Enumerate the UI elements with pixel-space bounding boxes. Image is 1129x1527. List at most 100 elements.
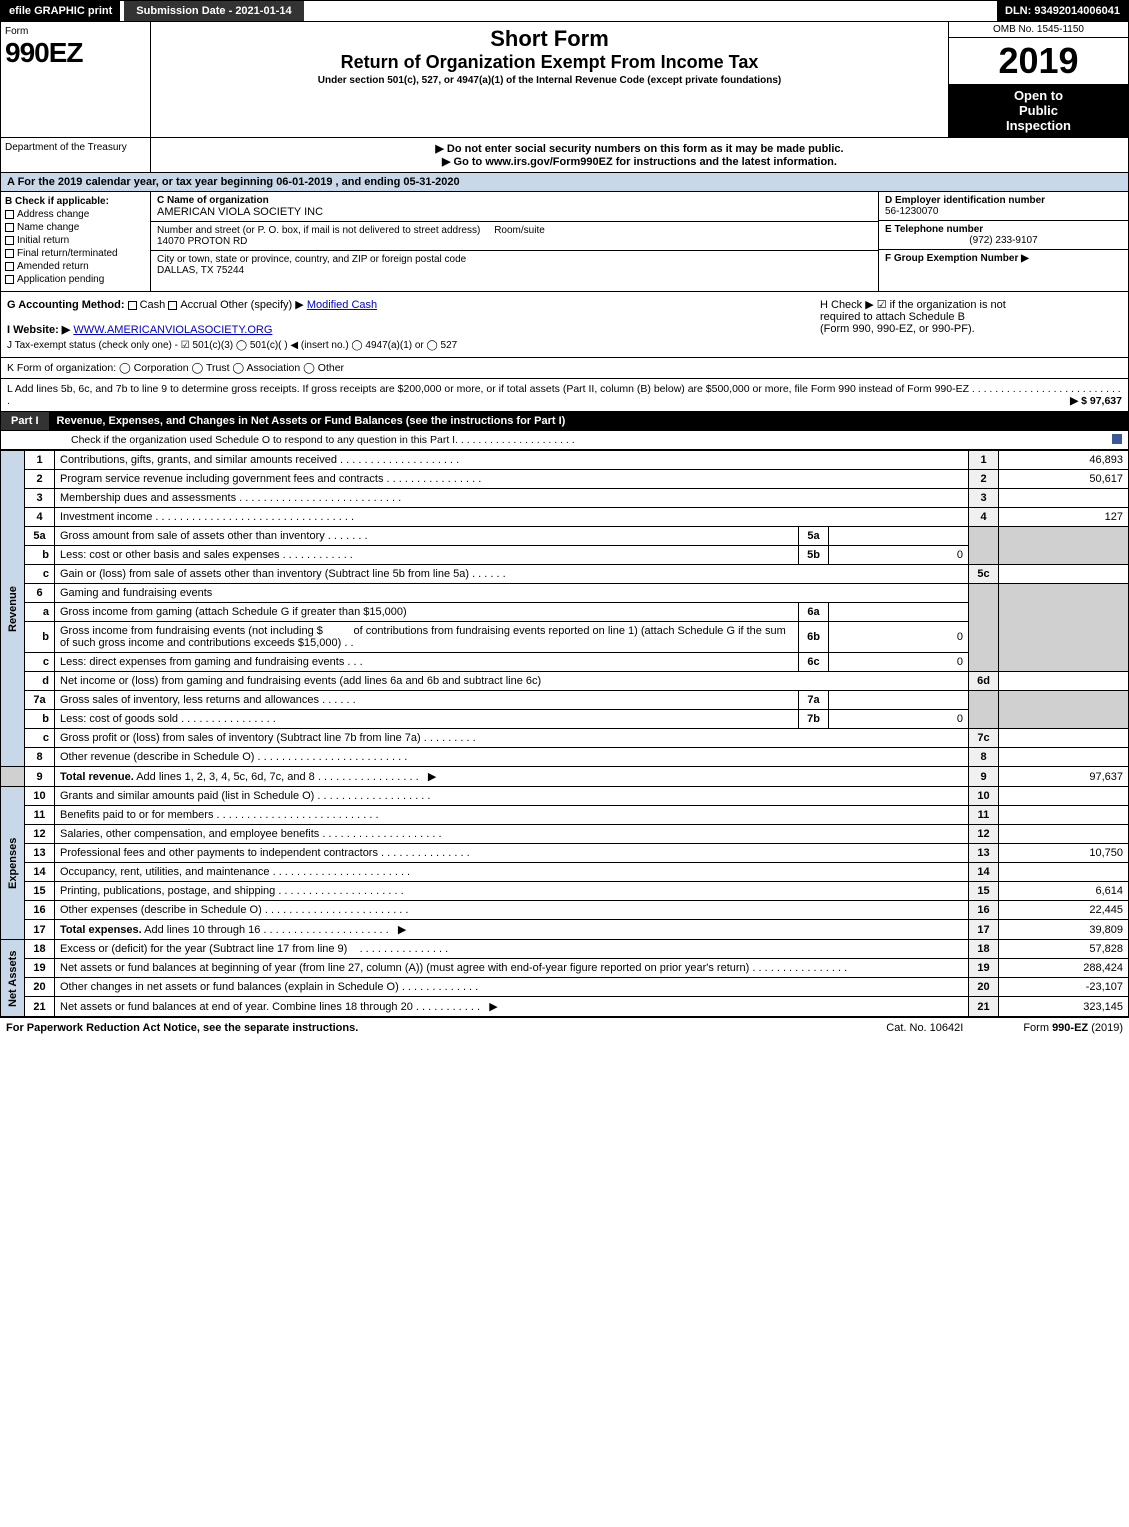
check-accrual[interactable] <box>168 301 177 310</box>
line-7b-sval: 0 <box>829 710 969 729</box>
phone-label: E Telephone number <box>885 224 1122 235</box>
accounting-other-value[interactable]: Modified Cash <box>307 299 377 311</box>
section-h-line1: H Check ▶ ☑ if the organization is not <box>820 298 1122 311</box>
line-5ab-rgrey <box>969 527 999 565</box>
line-20-rnum: 20 <box>969 978 999 997</box>
efile-graphic-print[interactable]: efile GRAPHIC print <box>1 1 120 21</box>
check-amended-return[interactable]: Amended return <box>5 261 146 272</box>
line-7c-desc: Gross profit or (loss) from sales of inv… <box>55 729 969 748</box>
line-17-rnum: 17 <box>969 920 999 940</box>
revenue-sidebar: Revenue <box>1 451 25 767</box>
line-13-num: 13 <box>25 844 55 863</box>
section-f: F Group Exemption Number ▶ <box>879 250 1128 267</box>
ein-value: 56-1230070 <box>885 206 1122 217</box>
line-9-desc: Total revenue. Add lines 1, 2, 3, 4, 5c,… <box>55 767 969 787</box>
section-h-line3: (Form 990, 990-EZ, or 990-PF). <box>820 323 1122 335</box>
expenses-sidebar: Expenses <box>1 787 25 940</box>
part-1-table: Revenue 1 Contributions, gifts, grants, … <box>0 450 1129 1017</box>
line-6b-sval: 0 <box>829 622 969 653</box>
line-6a-num: a <box>25 603 55 622</box>
form-header: Form 990EZ Short Form Return of Organiza… <box>0 22 1129 138</box>
line-6a-snum: 6a <box>799 603 829 622</box>
line-20-num: 20 <box>25 978 55 997</box>
check-application-pending[interactable]: Application pending <box>5 274 146 285</box>
header-left: Form 990EZ <box>1 22 151 137</box>
line-6a-sval <box>829 603 969 622</box>
org-name-label: C Name of organization <box>157 195 872 206</box>
open-to-public-3: Inspection <box>953 118 1124 133</box>
street-label: Number and street (or P. O. box, if mail… <box>157 225 872 236</box>
line-1-num: 1 <box>25 451 55 470</box>
line-15-num: 15 <box>25 882 55 901</box>
form-number: 990EZ <box>5 37 146 69</box>
line-10-num: 10 <box>25 787 55 806</box>
line-6c-snum: 6c <box>799 653 829 672</box>
line-10-rnum: 10 <box>969 787 999 806</box>
line-8-num: 8 <box>25 748 55 767</box>
line-2-rnum: 2 <box>969 470 999 489</box>
page-footer: For Paperwork Reduction Act Notice, see … <box>0 1017 1129 1038</box>
entity-info-block: B Check if applicable: Address change Na… <box>0 192 1129 292</box>
line-18-val: 57,828 <box>999 940 1129 959</box>
section-l: L Add lines 5b, 6c, and 7b to line 9 to … <box>0 379 1129 412</box>
line-17-val: 39,809 <box>999 920 1129 940</box>
part-1-subtitle-row: Check if the organization used Schedule … <box>0 431 1129 450</box>
check-cash[interactable] <box>128 301 137 310</box>
line-6a-desc: Gross income from gaming (attach Schedul… <box>55 603 799 622</box>
line-12-num: 12 <box>25 825 55 844</box>
line-20-desc: Other changes in net assets or fund bala… <box>55 978 969 997</box>
revenue-sidebar-end <box>1 767 25 787</box>
line-2-num: 2 <box>25 470 55 489</box>
line-7a-snum: 7a <box>799 691 829 710</box>
website-link[interactable]: WWW.AMERICANVIOLASOCIETY.ORG <box>73 324 272 336</box>
line-21-desc: Net assets or fund balances at end of ye… <box>55 997 969 1017</box>
line-10-desc: Grants and similar amounts paid (list in… <box>55 787 969 806</box>
section-h-line2: required to attach Schedule B <box>820 311 1122 323</box>
section-i: I Website: ▶ WWW.AMERICANVIOLASOCIETY.OR… <box>7 323 812 336</box>
line-3-desc: Membership dues and assessments . . . . … <box>55 489 969 508</box>
check-final-return[interactable]: Final return/terminated <box>5 248 146 259</box>
no-ssn-notice: ▶ Do not enter social security numbers o… <box>155 142 1124 155</box>
line-12-desc: Salaries, other compensation, and employ… <box>55 825 969 844</box>
line-9-rnum: 9 <box>969 767 999 787</box>
check-address-change[interactable]: Address change <box>5 209 146 220</box>
line-14-desc: Occupancy, rent, utilities, and maintena… <box>55 863 969 882</box>
street-value: 14070 PROTON RD <box>157 236 872 247</box>
line-3-rnum: 3 <box>969 489 999 508</box>
line-11-rnum: 11 <box>969 806 999 825</box>
line-6b-desc: Gross income from fundraising events (no… <box>55 622 799 653</box>
line-6c-desc: Less: direct expenses from gaming and fu… <box>55 653 799 672</box>
part-1-label: Part I <box>1 412 49 430</box>
line-7b-desc: Less: cost of goods sold . . . . . . . .… <box>55 710 799 729</box>
line-9-num: 9 <box>25 767 55 787</box>
check-name-change[interactable]: Name change <box>5 222 146 233</box>
org-name-row: C Name of organization AMERICAN VIOLA SO… <box>151 192 878 222</box>
line-17-desc: Total expenses. Add lines 10 through 16 … <box>55 920 969 940</box>
department: Department of the Treasury <box>1 138 151 172</box>
line-8-desc: Other revenue (describe in Schedule O) .… <box>55 748 969 767</box>
line-6b-snum: 6b <box>799 622 829 653</box>
line-15-desc: Printing, publications, postage, and shi… <box>55 882 969 901</box>
phone-value: (972) 233-9107 <box>885 235 1122 246</box>
header-right: OMB No. 1545-1150 2019 Open to Public In… <box>948 22 1128 137</box>
city-row: City or town, state or province, country… <box>151 251 878 279</box>
line-2-desc: Program service revenue including govern… <box>55 470 969 489</box>
header-mid: Short Form Return of Organization Exempt… <box>151 22 948 137</box>
schedule-o-checkbox[interactable] <box>1112 434 1122 444</box>
line-1-rnum: 1 <box>969 451 999 470</box>
line-18-num: 18 <box>25 940 55 959</box>
line-16-val: 22,445 <box>999 901 1129 920</box>
line-18-rnum: 18 <box>969 940 999 959</box>
netassets-sidebar: Net Assets <box>1 940 25 1017</box>
line-11-num: 11 <box>25 806 55 825</box>
line-6-desc: Gaming and fundraising events <box>55 584 969 603</box>
line-5b-desc: Less: cost or other basis and sales expe… <box>55 546 799 565</box>
check-initial-return[interactable]: Initial return <box>5 235 146 246</box>
line-3-num: 3 <box>25 489 55 508</box>
gross-receipts-value: ▶ $ 97,637 <box>1070 395 1122 407</box>
line-5c-desc: Gain or (loss) from sale of assets other… <box>55 565 969 584</box>
line-11-val <box>999 806 1129 825</box>
line-7c-num: c <box>25 729 55 748</box>
line-7c-rnum: 7c <box>969 729 999 748</box>
goto-link[interactable]: ▶ Go to www.irs.gov/Form990EZ for instru… <box>155 155 1124 168</box>
